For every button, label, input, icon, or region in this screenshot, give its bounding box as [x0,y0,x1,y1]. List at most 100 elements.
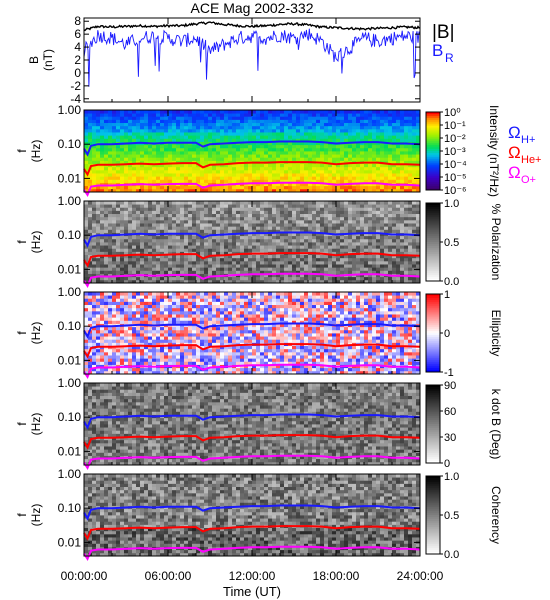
figure-title: ACE Mag 2002-332 [191,0,314,16]
colorbar-step [426,336,440,340]
gyrofrequency-line-He-plus [83,252,421,268]
colorbar-step [426,210,440,214]
colorbar-label: Ellipticity [489,310,503,357]
colorbar-step [426,340,440,344]
colorbar-step [426,499,440,502]
colorbar-tick-label: 0.0 [444,549,459,561]
colorbar-step [426,534,440,537]
k-dot-b-panel: 1.00 0.10 0.01 f (Hz) 90 60 30 0 k dot B (Deg) [15,376,503,471]
y-tick-label: 0.01 [58,353,82,367]
gyrofrequency-line-H-plus [83,322,421,339]
colorbar-step [426,350,440,353]
colorbar-step [426,526,440,530]
colorbar-step [426,180,440,183]
colorbar-step [426,487,440,491]
y-tick-label: 1.00 [58,103,82,117]
colorbar-step [426,329,440,332]
colorbar-tick-label: 0 [444,458,450,470]
colorbar-step [426,368,440,371]
colorbar-step [426,364,440,367]
colorbar-step [426,489,440,493]
gyrofrequency-line-O-plus [83,454,421,471]
gyrofrequency-line-He-plus [83,343,421,359]
colorbar-step [426,385,440,388]
colorbar-step [426,164,440,168]
x-tick-label: 00:00:00 [61,569,108,583]
y-tick-label: 0.10 [58,501,82,515]
colorbar-step [426,497,440,500]
colorbar-step [426,435,440,439]
polarization-heatmap-cells [84,201,421,284]
y-tick-label: 0.10 [58,410,82,424]
colorbar-step [426,455,440,458]
y-label-unit: (Hz) [29,231,43,254]
y-tick-label: 0.01 [58,535,82,549]
y-tick-label: -4 [70,92,81,106]
y-tick-label: 1.00 [58,376,82,390]
colorbar-step [426,208,440,212]
colorbar-step [426,299,440,303]
y-tick-label: 0.01 [58,262,82,276]
b-panel-bg [84,18,420,102]
y-label-line: f [15,331,29,335]
colorbar-step [426,485,440,489]
colorbar-step [426,360,440,363]
colorbar-step [426,222,440,225]
colorbar-step [426,528,440,532]
gyrofrequency-line-O-plus [83,272,421,289]
legend-b-radial-subscript: R [445,51,454,65]
colorbar-step [426,265,440,268]
colorbar-label: % Polarization [489,204,503,281]
y-axis-label: f (Hz) [15,140,43,163]
colorbar-step [426,386,440,390]
colorbar-step [426,548,440,551]
colorbar-step [426,412,440,415]
colorbar-step [426,315,440,318]
colorbar-step [426,275,440,278]
colorbar-step [426,396,440,400]
colorbar-step [426,511,440,514]
colorbar-step [426,420,440,423]
colorbar-step [426,141,440,144]
y-tick-label: 8 [74,14,81,28]
colorbar-step [426,424,440,427]
colorbar-step [426,354,440,357]
gyrofrequency-line-He-plus [83,434,421,450]
y-tick-label: 0.10 [58,319,82,333]
y-tick-label: 2 [74,53,81,67]
colorbar-step [426,309,440,313]
colorbar-tick-label: 10⁻² [444,133,466,145]
colorbar-label-text: Coherency [489,486,503,544]
gyrofrequency-line-H-plus [83,504,421,521]
colorbar-step [426,433,440,437]
colorbar-step [426,236,440,239]
colorbar-tick-label: 0.5 [444,510,459,522]
legend-omega: Ω [508,163,521,182]
colorbar-step [426,317,440,320]
colorbar-tick-label: 0.5 [444,237,459,249]
colorbar-step [426,214,440,218]
colorbar-step [426,437,440,441]
colorbar-step [426,540,440,543]
colorbar-step [426,447,440,450]
y-label-unit: (Hz) [29,322,43,345]
colorbar-step [426,147,440,150]
colorbar-step [426,121,440,125]
colorbar-step [426,168,440,171]
x-axis-label: Time (UT) [223,584,281,599]
colorbar-step [426,228,440,231]
colorbar-step [426,429,440,433]
y-tick-label: 0.10 [58,137,82,151]
colorbar-step [426,166,440,170]
colorbar-tick-label: 10⁻³ [444,146,466,158]
ellipticity-heatmap-cells [84,292,421,375]
gyrofrequency-line-H-plus [83,140,421,157]
colorbar-step [426,503,440,506]
colorbar-step [426,251,440,255]
time-axis: 00:00:00 06:00:00 12:00:00 18:00:00 24:00:00 [61,18,444,583]
colorbar-step [426,152,440,156]
colorbar-step [426,392,440,396]
y-tick-label: 0.01 [58,444,82,458]
